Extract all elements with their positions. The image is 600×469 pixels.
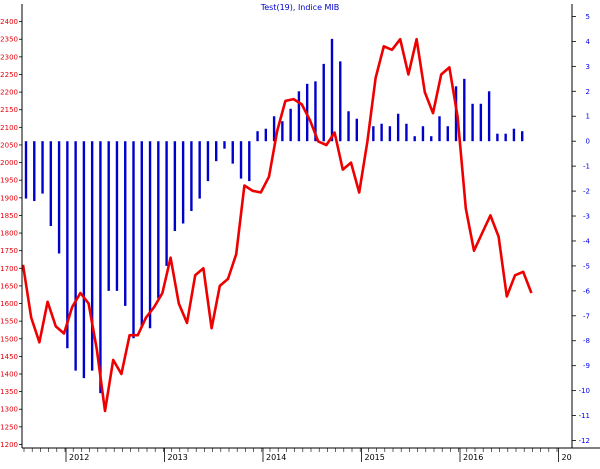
left-tick-label: 1200: [0, 441, 18, 449]
x-tick-label: 2015: [365, 453, 385, 462]
left-tick-label: 1750: [0, 247, 18, 255]
left-tick-label: 1250: [0, 423, 18, 431]
x-tick-label: 2012: [69, 453, 89, 462]
left-tick-label: 1400: [0, 371, 18, 379]
left-tick-label: 2200: [0, 89, 18, 97]
left-tick-label: 1700: [0, 265, 18, 273]
left-tick-label: 2400: [0, 18, 18, 26]
right-tick-label: -7: [583, 312, 590, 320]
right-tick-label: 3: [586, 63, 590, 71]
left-tick-label: 1900: [0, 194, 18, 202]
left-tick-label: 2100: [0, 124, 18, 132]
right-tick-label: -3: [583, 213, 590, 221]
right-tick-label: 4: [586, 38, 591, 46]
left-tick-label: 1800: [0, 230, 18, 238]
line-layer: [21, 37, 533, 413]
right-tick-label: -12: [579, 437, 590, 445]
right-tick-label: -10: [579, 387, 590, 395]
right-tick-label: 2: [586, 88, 590, 96]
x-tick-label: 20: [562, 453, 572, 462]
left-tick-label: 1300: [0, 406, 18, 414]
left-tick-label: 2050: [0, 141, 18, 149]
left-tick-label: 2250: [0, 71, 18, 79]
bars-layer: [24, 38, 524, 394]
right-tick-label: 1: [586, 113, 590, 121]
right-tick-label: -6: [583, 287, 591, 295]
right-tick-label: -5: [583, 262, 590, 270]
left-tick-label: 1350: [0, 388, 18, 396]
right-tick-label: -4: [583, 237, 591, 245]
price-line: [21, 37, 533, 413]
left-tick-label: 1950: [0, 177, 18, 185]
x-tick-label: 2016: [463, 453, 483, 462]
right-tick-label: -9: [583, 362, 590, 370]
right-tick-label: -8: [583, 337, 590, 345]
x-tick-label: 2013: [168, 453, 188, 462]
right-tick-label: 5: [586, 13, 590, 21]
axes-layer: 1200125013001350140014501500155016001650…: [0, 4, 600, 462]
left-tick-label: 2150: [0, 106, 18, 114]
x-tick-label: 2014: [266, 453, 286, 462]
left-tick-label: 1650: [0, 282, 18, 290]
left-tick-label: 2350: [0, 36, 18, 44]
chart-title: Test(19), Indice MIB: [260, 3, 340, 12]
left-tick-label: 1600: [0, 300, 18, 308]
right-tick-label: -2: [583, 188, 590, 196]
left-tick-label: 1850: [0, 212, 18, 220]
left-tick-label: 1450: [0, 353, 18, 361]
right-tick-label: -1: [583, 163, 590, 171]
left-tick-label: 2300: [0, 53, 18, 61]
left-tick-label: 1500: [0, 335, 18, 343]
right-tick-label: 0: [586, 138, 590, 146]
right-tick-label: -11: [579, 412, 590, 420]
left-tick-label: 1550: [0, 318, 18, 326]
left-tick-label: 2000: [0, 159, 18, 167]
